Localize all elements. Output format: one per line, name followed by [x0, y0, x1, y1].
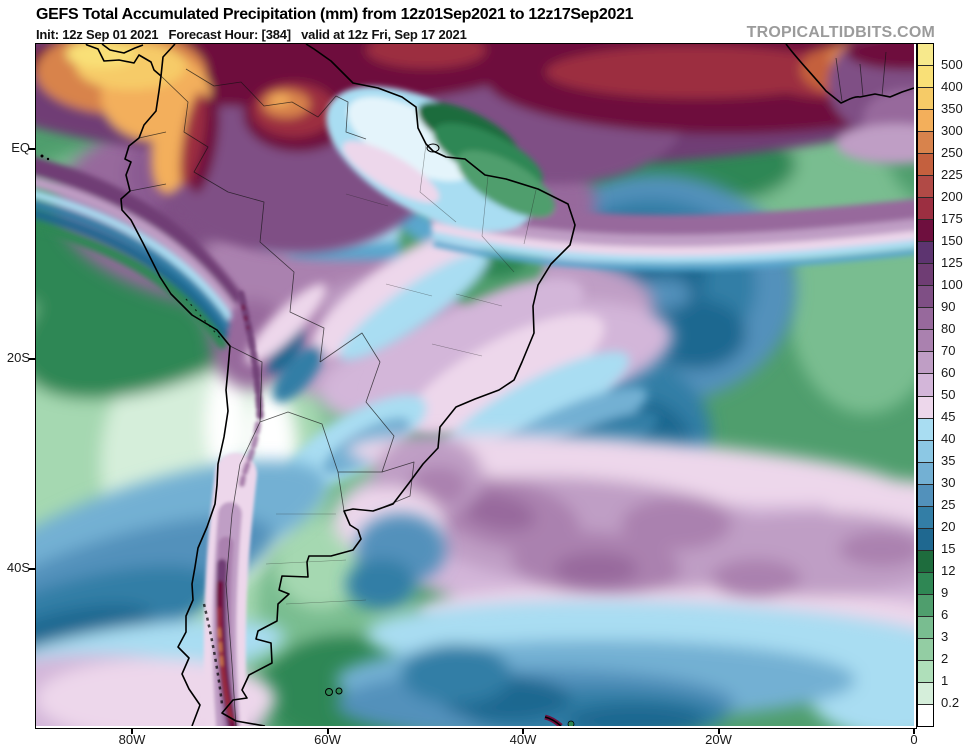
country-borders: [129, 51, 887, 726]
y-tick-label: 40S: [6, 560, 30, 575]
colorbar-segment: [918, 110, 933, 133]
colorbar-segment: [918, 330, 933, 353]
colorbar-segment: [918, 176, 933, 199]
colorbar-segment: [918, 704, 933, 726]
page-title: GEFS Total Accumulated Precipitation (mm…: [36, 6, 634, 23]
colorbar-tick-label: 25: [941, 497, 956, 512]
colorbar-tick-label: 400: [941, 79, 963, 94]
colorbar-segment: [918, 418, 933, 441]
init-forecast-subtitle: Init: 12z Sep 01 2021 Forecast Hour: [38…: [36, 27, 467, 42]
colorbar-segment: [918, 308, 933, 331]
colorbar-tick-label: 30: [941, 475, 956, 490]
x-tick-mark: [522, 728, 524, 734]
colorbar-segment: [918, 132, 933, 155]
colorbar-segment: [918, 352, 933, 375]
x-tick-mark: [717, 728, 720, 734]
colorbar-segment: [918, 88, 933, 111]
x-tick-label: 20W: [705, 732, 732, 747]
colorbar-segment: [918, 638, 933, 661]
colorbar-segment: [918, 440, 933, 463]
watermark-tropicaltidbits: TROPICALTIDBITS.COM: [746, 24, 935, 41]
colorbar-segment: [918, 528, 933, 551]
colorbar-segment: [918, 66, 933, 89]
x-tick-label: 80W: [118, 732, 146, 747]
colorbar-segment: [918, 198, 933, 221]
colorbar-tick-label: 225: [941, 167, 963, 182]
colorbar-tick-label: 0.2: [941, 695, 960, 710]
colorbar-segment: [918, 286, 933, 309]
colorbar-tick-label: 3: [941, 629, 949, 644]
state-borders: [265, 143, 537, 605]
colorbar-segment: [918, 264, 933, 287]
x-tick-label: 60W: [314, 732, 341, 747]
colorbar-tick-label: 100: [941, 277, 963, 292]
colorbar-tick-label: 125: [941, 255, 963, 270]
colorbar-tick-label: 200: [941, 189, 963, 204]
colorbar-tick-label: 70: [941, 343, 956, 358]
x-tick-mark: [326, 728, 329, 734]
colorbar-tick-label: 35: [941, 453, 956, 468]
colorbar-tick-label: 90: [941, 299, 956, 314]
colorbar-tick-label: 6: [941, 607, 949, 622]
colorbar-tick-label: 45: [941, 409, 956, 424]
colorbar-tick-label: 20: [941, 519, 956, 534]
colorbar-segment: [918, 396, 933, 419]
colorbar-segment: [918, 550, 933, 573]
map-area: [35, 43, 917, 729]
colorbar-segment: [918, 462, 933, 485]
chile-orographic-stripe: [203, 290, 264, 726]
y-tick-mark: [29, 148, 35, 150]
colorbar-tick-label: 60: [941, 365, 956, 380]
precip-colorbar: [917, 43, 934, 727]
precipitation-map: [36, 44, 914, 726]
colorbar-tick-label: 12: [941, 563, 956, 578]
colorbar-tick-label: 150: [941, 233, 963, 248]
colorbar-segment: [918, 594, 933, 617]
colorbar-tick-label: 350: [941, 101, 963, 116]
colorbar-segment: [918, 616, 933, 639]
colorbar-tick-label: 40: [941, 431, 956, 446]
colorbar-tick-label: 9: [941, 585, 949, 600]
itcz-heavy-precip-band: [36, 44, 914, 254]
colorbar-segment: [918, 44, 933, 67]
colorbar-segment: [918, 242, 933, 265]
colorbar-tick-label: 500: [941, 57, 963, 72]
colorbar-tick-label: 50: [941, 387, 956, 402]
x-tick-label: 40W: [509, 732, 537, 747]
colorbar-segment: [918, 572, 933, 595]
colorbar-segment: [918, 220, 933, 243]
colorbar-segment: [918, 154, 933, 177]
y-tick-mark: [29, 358, 35, 360]
colorbar-tick-label: 250: [941, 145, 963, 160]
islands: [40, 154, 575, 726]
colorbar-tick-label: 300: [941, 123, 963, 138]
y-tick-mark: [29, 568, 35, 570]
y-tick-label: EQ: [11, 140, 30, 155]
colorbar-segment: [918, 506, 933, 529]
band-edge-transitions: [36, 86, 914, 349]
southern-ocean-blues: [336, 514, 914, 726]
colorbar-segment: [918, 484, 933, 507]
colorbar-tick-label: 15: [941, 541, 956, 556]
y-tick-label: 20S: [6, 350, 30, 365]
x-tick-label: 0: [910, 732, 918, 747]
x-tick-mark: [131, 728, 133, 734]
x-tick-mark: [913, 728, 915, 734]
colorbar-tick-label: 80: [941, 321, 956, 336]
colorbar-tick-label: 2: [941, 651, 949, 666]
colorbar-segment: [918, 660, 933, 683]
colorbar-tick-label: 1: [941, 673, 949, 688]
colorbar-tick-label: 175: [941, 211, 963, 226]
colorbar-segment: [918, 374, 933, 397]
colorbar-segment: [918, 682, 933, 705]
